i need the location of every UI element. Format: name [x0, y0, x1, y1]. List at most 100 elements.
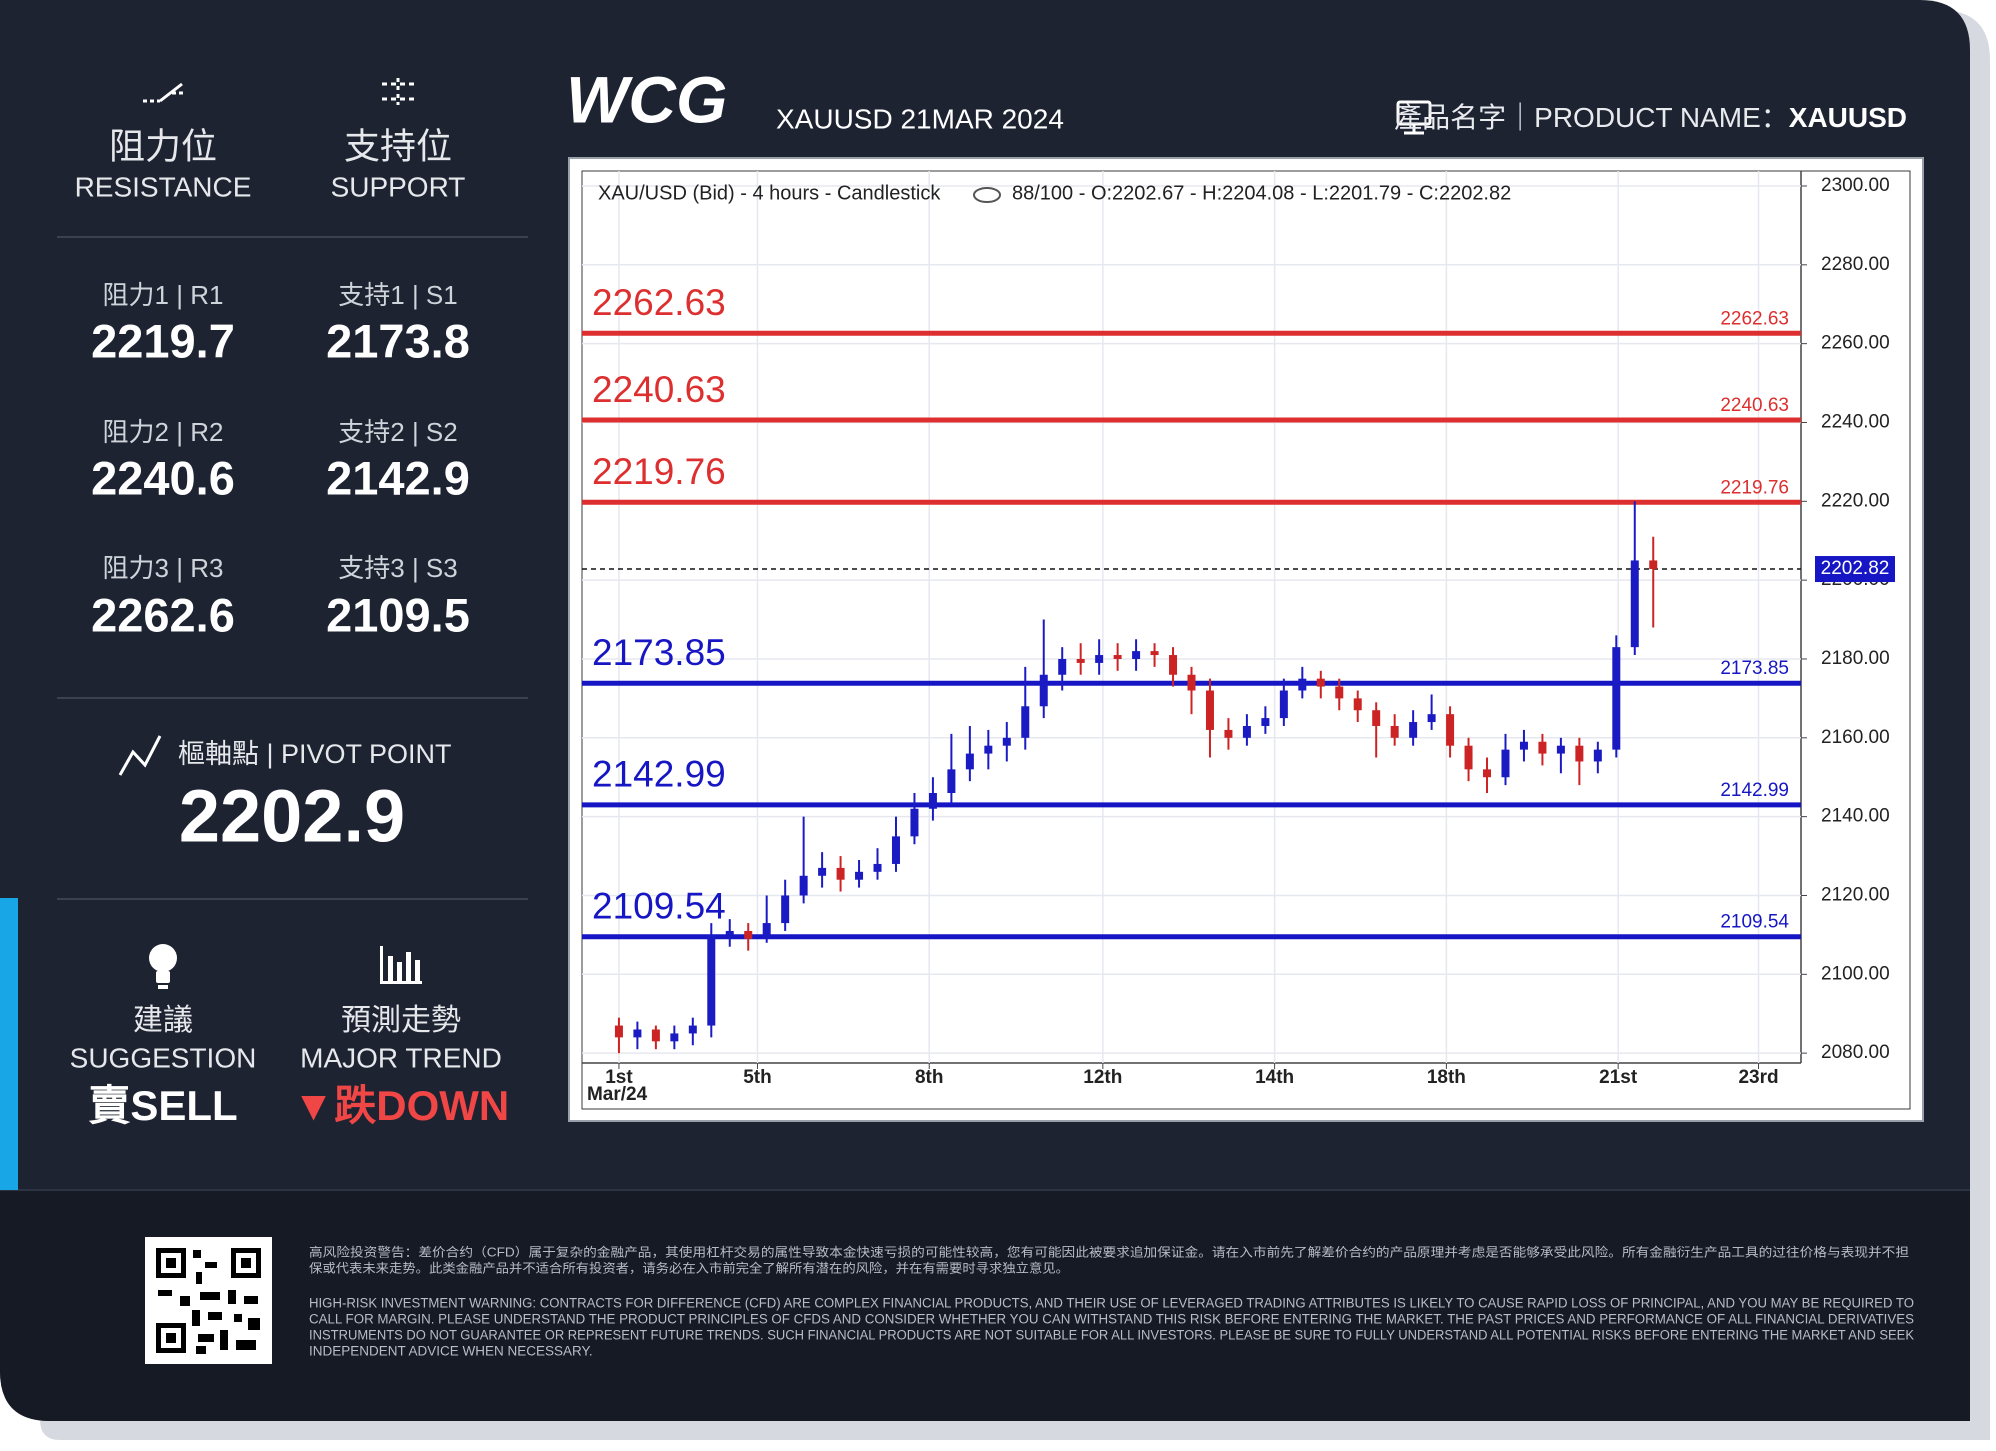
candle-body [1316, 678, 1325, 687]
y-tick-label: 2080.00 [1821, 1042, 1890, 1063]
candle-body [1501, 749, 1510, 778]
disclaimer-en: CALL FOR MARGIN. PLEASE UNDERSTAND THE P… [309, 1312, 1914, 1327]
level-heading-zh: 阻力位 [109, 126, 217, 167]
candle-body [1132, 651, 1141, 659]
level-label: 支持3 | S3 [338, 553, 457, 583]
candle-body [707, 934, 716, 1026]
last-price-label: 2202.82 [1821, 558, 1890, 579]
candle-body [855, 871, 864, 880]
pivot-label: 樞軸點 | PIVOT POINT [178, 739, 452, 769]
candle-body [1261, 718, 1270, 726]
candle-body [910, 808, 919, 837]
level-label: 阻力2 | R2 [103, 417, 224, 447]
disclaimer-en: HIGH-RISK INVESTMENT WARNING: CONTRACTS … [309, 1296, 1914, 1311]
x-tick-label: 14th [1255, 1067, 1294, 1088]
level-value: 2142.9 [326, 451, 470, 504]
eye-icon [973, 187, 1001, 203]
level-label-left: 2109.54 [592, 885, 726, 926]
candle-body [1612, 647, 1621, 750]
suggestion-value: 賣SELL [88, 1082, 237, 1129]
candle-body [799, 875, 808, 896]
plot: 2300.002280.002260.002240.002220.002200.… [582, 171, 1895, 1105]
candle-body [1224, 729, 1233, 738]
candle-body [744, 930, 753, 939]
candle-body [1279, 690, 1288, 719]
candle-body [1353, 698, 1362, 711]
candle-body [1076, 658, 1085, 663]
y-tick-label: 2120.00 [1821, 884, 1890, 905]
x-tick-label: 12th [1083, 1067, 1122, 1088]
x-tick-label: 1st [605, 1067, 633, 1088]
logo: WCG [566, 62, 727, 136]
candle-body [818, 867, 827, 876]
candle-body [891, 836, 900, 864]
candle-body [1039, 674, 1048, 707]
trend-en: MAJOR TREND [300, 1042, 502, 1073]
candle-body [1150, 651, 1159, 656]
x-tick-label: 8th [915, 1067, 944, 1088]
disclaimer-en: INDEPENDENT ADVICE WHEN NECESSARY. [309, 1344, 593, 1359]
level-value: 2219.7 [91, 314, 235, 367]
candle-body [688, 1025, 697, 1034]
candle-body [651, 1029, 660, 1042]
chart-area [581, 170, 1911, 1110]
candle-body [836, 867, 845, 880]
candle-body [1242, 725, 1251, 738]
y-tick-label: 2300.00 [1821, 175, 1890, 196]
level-value: 2240.6 [91, 451, 235, 504]
level-heading-en: RESISTANCE [75, 171, 252, 202]
level-heading-zh: 支持位 [344, 126, 452, 167]
candle-body [1205, 690, 1214, 730]
level-heading-en: SUPPORT [331, 171, 466, 202]
x-tick-label: 21st [1599, 1067, 1638, 1088]
y-tick-label: 2280.00 [1821, 254, 1890, 275]
suggestion-en: SUGGESTION [70, 1042, 257, 1073]
candle-body [1519, 741, 1528, 750]
level-value: 2173.8 [326, 314, 470, 367]
level-label-left: 2262.63 [592, 282, 726, 323]
disclaimer-zh: 保或代表未来走势。此类金融产品并不适合所有投资者，请务必在入市前完全了解所有潜在… [309, 1260, 1069, 1275]
level-label-right: 2219.76 [1720, 477, 1789, 498]
candle-body [1649, 560, 1658, 570]
product-label: 產品名字｜PRODUCT NAME： [1394, 102, 1789, 133]
level-label-right: 2262.63 [1720, 308, 1789, 329]
candle-body [1021, 706, 1030, 738]
candle-body [1113, 655, 1122, 659]
y-tick-label: 2100.00 [1821, 963, 1890, 984]
level-label-right: 2142.99 [1720, 780, 1789, 801]
suggestion-zh: 建議 [133, 1004, 193, 1037]
level-label-left: 2142.99 [592, 754, 726, 795]
chart-header: XAU/USD (Bid) - 4 hours - Candlestick [598, 182, 941, 204]
accent-strip [0, 898, 18, 1190]
x-tick-label: 18th [1427, 1067, 1466, 1088]
candle-body [1427, 714, 1436, 723]
y-tick-label: 2220.00 [1821, 490, 1890, 511]
level-label-left: 2173.85 [592, 632, 726, 673]
y-tick-label: 2180.00 [1821, 648, 1890, 669]
candle-body [1575, 745, 1584, 762]
resistance-icon [143, 82, 186, 103]
candle-body [633, 1029, 642, 1038]
candle-body [873, 863, 882, 872]
candle-body [1630, 560, 1639, 648]
monitor-icon [1396, 100, 1432, 135]
candle-body [1446, 714, 1455, 746]
candle-body [614, 1025, 623, 1038]
candle-body [1058, 658, 1067, 675]
x-tick-label: 23rd [1738, 1067, 1778, 1088]
disclaimer-en: INSTRUMENTS DO NOT GUARANTEE OR REPRESEN… [309, 1328, 1914, 1343]
footer [0, 1190, 1970, 1421]
candle-body [725, 930, 734, 935]
candle-body [1002, 737, 1011, 746]
y-tick-label: 2160.00 [1821, 727, 1890, 748]
product-name: 產品名字｜PRODUCT NAME：XAUUSD [1394, 102, 1907, 133]
header-title: XAUUSD 21MAR 2024 [776, 103, 1064, 134]
level-label-left: 2219.76 [592, 451, 726, 492]
disclaimer-zh: 高风险投资警告：差价合约（CFD）属于复杂的金融产品，其使用杠杆交易的属性导致本… [309, 1244, 1909, 1259]
candle-body [1409, 722, 1418, 738]
trend-value: ▼跌DOWN [293, 1082, 510, 1129]
trend-icon [380, 946, 422, 984]
y-tick-label: 2240.00 [1821, 411, 1890, 432]
candle-body [1538, 741, 1547, 754]
